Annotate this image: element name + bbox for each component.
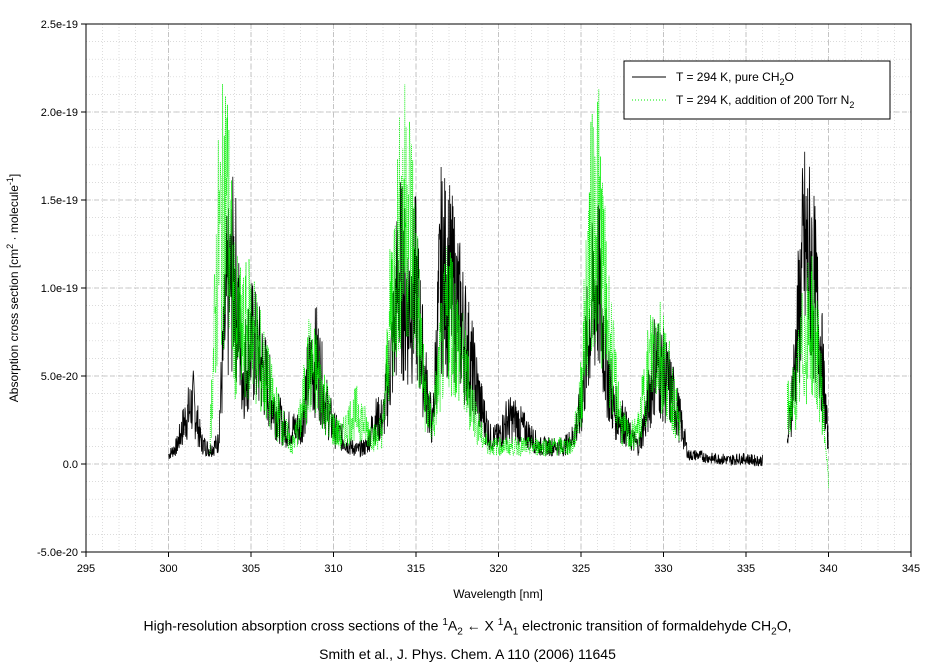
caption-line-1: High-resolution absorption cross section… [143,617,792,638]
figure-caption: High-resolution absorption cross section… [0,612,935,665]
x-tick-label: 315 [407,563,425,575]
x-tick-label: 310 [324,563,342,575]
legend: T = 294 K, pure CH2O T = 294 K, addition… [623,60,891,120]
x-tick-label: 345 [902,563,920,575]
x-axis: 295 300 305 310 315 320 325 330 335 340 345 [77,552,920,575]
x-tick-label: 340 [819,563,837,575]
series-line-n2 [209,83,681,457]
x-axis-label: Wavelength [nm] [453,587,543,601]
x-tick-label: 295 [77,563,95,575]
y-tick-label: 1.0e-19 [41,283,78,295]
series-layer [168,83,829,489]
y-axis: -5.0e-20 0.0 5.0e-20 1.0e-19 1.5e-19 2.0e-19 2… [37,19,86,559]
legend-box [623,60,891,120]
x-tick-label: 335 [737,563,755,575]
x-tick-label: 330 [654,563,672,575]
y-tick-label: 2.0e-19 [41,107,78,119]
y-tick-label: -5.0e-20 [37,547,78,559]
y-tick-label: 2.5e-19 [41,19,78,31]
x-tick-label: 305 [242,563,260,575]
chart: 295 300 305 310 315 320 325 330 335 340 345 -5.0e-… [5,19,920,601]
x-tick-label: 325 [572,563,590,575]
y-tick-label: 0.0 [63,459,78,471]
y-axis-label: Absorption cross section [cm2 · molecule… [5,174,21,402]
y-tick-label: 5.0e-20 [41,371,78,383]
y-tick-label: 1.5e-19 [41,195,78,207]
legend-label-pure: T = 294 K, pure CH2O [676,70,794,87]
caption-line-2: Smith et al., J. Phys. Chem. A 110 (2006… [319,646,616,663]
x-tick-label: 320 [489,563,507,575]
series-line-n2 [786,256,829,489]
x-tick-label: 300 [159,563,177,575]
legend-label-n2: T = 294 K, addition of 200 Torr N2 [676,93,854,110]
